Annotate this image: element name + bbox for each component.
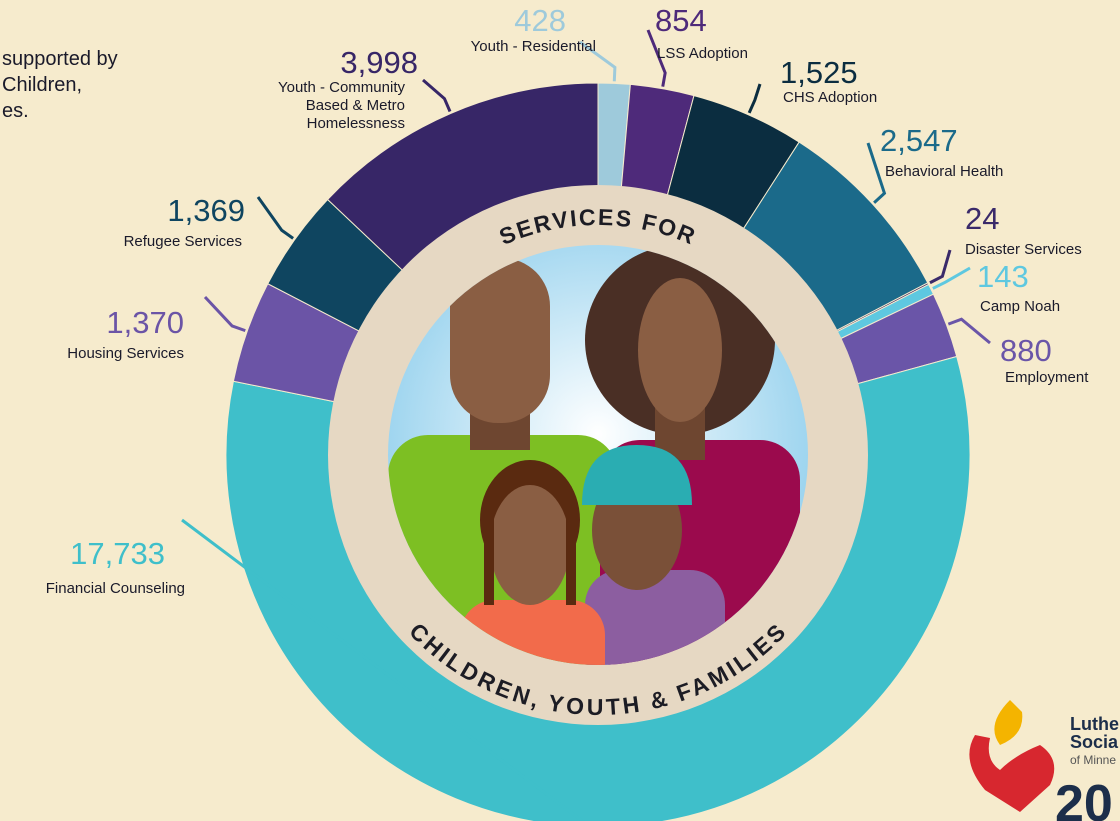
value-label: 428 (514, 5, 566, 36)
category-label: Financial Counseling (46, 580, 185, 598)
value-label: 1,369 (167, 195, 245, 226)
logo: Luthe Socia of Minne 20 (969, 700, 1119, 821)
page: supported by Children, es. SERVICES FOR … (0, 0, 1120, 821)
category-label: Disaster Services (965, 241, 1082, 259)
category-label: Housing Services (67, 345, 184, 363)
leader-line (948, 319, 990, 343)
logo-year: 20 (1055, 775, 1113, 821)
logo-text: of Minne (1070, 753, 1116, 767)
intro-text: supported by (2, 48, 118, 70)
category-label: LSS Adoption (657, 45, 748, 63)
leader-line (258, 197, 293, 238)
value-label: 143 (977, 261, 1029, 292)
category-label: CHS Adoption (783, 89, 877, 107)
logo-text: Luthe (1070, 714, 1119, 734)
intro-text: es. (2, 100, 29, 122)
leader-line (423, 80, 450, 112)
value-label: 1,525 (780, 57, 858, 88)
leader-line (930, 250, 950, 283)
leader-line (749, 84, 760, 113)
logo-text: Socia (1070, 732, 1119, 752)
value-label: 24 (965, 203, 999, 234)
value-label: 3,998 (340, 47, 418, 78)
value-label: 2,547 (880, 125, 958, 156)
value-label: 880 (1000, 335, 1052, 366)
value-label: 1,370 (106, 307, 184, 338)
category-label: Camp Noah (980, 298, 1060, 316)
category-label: Employment (1005, 369, 1088, 387)
leader-line (205, 297, 245, 331)
intro-text: Children, (2, 74, 82, 96)
value-label: 854 (655, 5, 707, 36)
value-label: 17,733 (70, 538, 165, 569)
category-label: Youth - Community Based & Metro Homeless… (255, 79, 405, 133)
category-label: Youth - Residential (471, 38, 596, 56)
category-label: Refugee Services (124, 233, 242, 251)
category-label: Behavioral Health (885, 163, 1003, 181)
